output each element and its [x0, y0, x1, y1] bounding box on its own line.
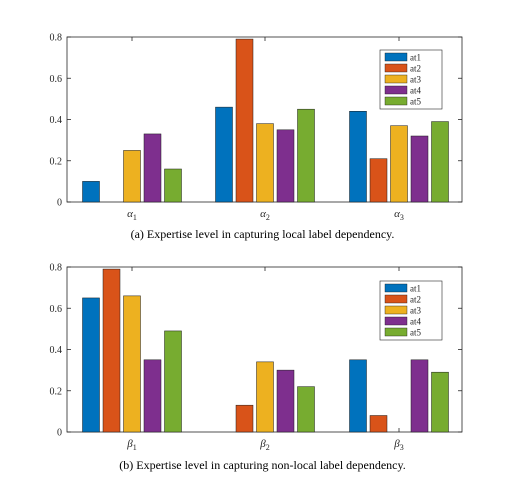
legend-label-at3: at3 — [410, 306, 421, 316]
legend-swatch-at5 — [384, 96, 408, 106]
legend-swatch-at2 — [384, 294, 408, 304]
legend-swatch-at5 — [384, 327, 408, 337]
bar-at3-α1 — [123, 150, 141, 203]
bar-at2-β2 — [235, 404, 254, 433]
bar-at5-α1 — [164, 168, 182, 203]
bar-at2-α2 — [235, 38, 254, 203]
legend-swatch-at3 — [384, 74, 408, 84]
x-tick-label: α3 — [394, 208, 404, 222]
y-tick-label: 0.2 — [50, 156, 63, 167]
legend-label-at3: at3 — [410, 75, 421, 85]
bar-at4-β1 — [143, 359, 162, 433]
legend-label-at1: at1 — [410, 53, 421, 63]
bar-at1-α1 — [82, 181, 100, 203]
legend-swatch-at1 — [384, 52, 408, 62]
legend-swatch-at2 — [384, 63, 408, 73]
legend-label-at4: at4 — [410, 317, 421, 327]
bar-at3-β1 — [123, 295, 141, 433]
x-tick-label: β2 — [259, 438, 269, 452]
bar-at1-α2 — [215, 106, 233, 203]
legend-swatch-at4 — [384, 316, 408, 326]
chart-caption: (b) Expertise level in capturing non-loc… — [119, 458, 405, 472]
legend-label-at5: at5 — [410, 328, 421, 338]
bar-at3-α2 — [256, 123, 274, 203]
y-tick-label: 0.4 — [50, 345, 63, 356]
bar-at2-α3 — [369, 158, 388, 203]
legend-label-at2: at2 — [410, 295, 421, 305]
bar-at5-β2 — [297, 386, 315, 433]
bar-at2-β1 — [102, 268, 121, 433]
x-tick-label: β3 — [393, 438, 403, 452]
bar-at4-α1 — [143, 133, 162, 203]
bar-at5-α3 — [431, 121, 449, 203]
bar-at3-α3 — [390, 125, 408, 203]
bar-at1-β3 — [349, 359, 367, 433]
x-tick-label: β1 — [126, 438, 136, 452]
legend-label-at1: at1 — [410, 284, 421, 294]
bar-at4-α2 — [276, 129, 295, 203]
bar-at4-α3 — [410, 135, 429, 203]
legend-swatch-at1 — [384, 283, 408, 293]
bar-at5-α2 — [297, 108, 315, 203]
legend-label-at2: at2 — [410, 64, 421, 74]
legend-swatch-at4 — [384, 85, 408, 95]
legend-label-at4: at4 — [410, 86, 421, 96]
x-tick-label: α2 — [260, 208, 270, 222]
y-tick-label: 0.6 — [50, 304, 63, 315]
y-tick-label: 0.6 — [50, 74, 63, 85]
y-tick-label: 0.8 — [50, 263, 63, 274]
chart-caption: (a) Expertise level in capturing local l… — [131, 227, 395, 241]
legend-label-at5: at5 — [410, 97, 421, 107]
y-tick-label: 0.4 — [50, 115, 63, 126]
x-tick-label: α1 — [127, 208, 137, 222]
bar-at2-β3 — [369, 415, 388, 433]
bar-at1-β1 — [82, 297, 100, 433]
y-tick-label: 0 — [57, 428, 62, 439]
bar-at3-β2 — [256, 361, 274, 433]
bar-at4-β2 — [276, 369, 295, 433]
bar-at4-β3 — [410, 359, 429, 433]
legend-swatch-at3 — [384, 305, 408, 315]
y-tick-label: 0.2 — [50, 386, 63, 397]
y-tick-label: 0.8 — [50, 33, 63, 44]
bar-at5-β3 — [431, 371, 449, 433]
y-tick-label: 0 — [57, 198, 62, 209]
bar-at5-β1 — [164, 330, 182, 433]
bar-at1-α3 — [349, 111, 367, 203]
